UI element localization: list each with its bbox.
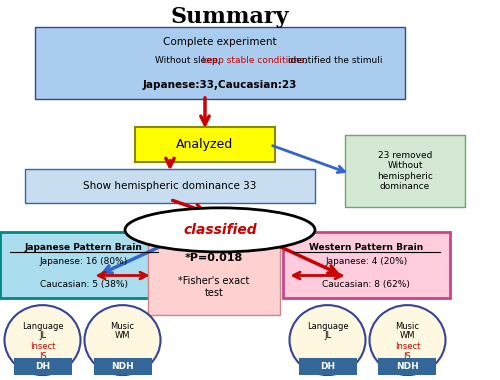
Text: Show hemispheric dominance 33: Show hemispheric dominance 33 bbox=[84, 181, 256, 191]
Text: Japanese Pattern Brain: Japanese Pattern Brain bbox=[25, 242, 142, 252]
FancyBboxPatch shape bbox=[25, 169, 315, 203]
Text: Insect: Insect bbox=[395, 342, 420, 352]
Text: IS: IS bbox=[404, 352, 411, 361]
Text: Music: Music bbox=[396, 322, 419, 331]
Text: Complete experiment: Complete experiment bbox=[163, 37, 277, 47]
FancyBboxPatch shape bbox=[345, 135, 465, 207]
Text: Analyzed: Analyzed bbox=[176, 138, 234, 151]
Text: DH: DH bbox=[35, 362, 50, 371]
Text: DH: DH bbox=[320, 362, 335, 371]
Ellipse shape bbox=[84, 305, 160, 375]
Text: Japanese: 16 (80%): Japanese: 16 (80%) bbox=[40, 257, 128, 266]
Text: Japanese: 4 (20%): Japanese: 4 (20%) bbox=[325, 257, 407, 266]
Text: IS: IS bbox=[38, 352, 46, 361]
Text: keep stable conditions,: keep stable conditions, bbox=[202, 56, 308, 65]
Text: Language: Language bbox=[306, 322, 348, 331]
FancyBboxPatch shape bbox=[378, 358, 436, 375]
Text: NDH: NDH bbox=[396, 362, 419, 371]
Text: 23 removed
Without
hemispheric
dominance: 23 removed Without hemispheric dominance bbox=[377, 151, 433, 191]
Text: JL: JL bbox=[39, 331, 46, 340]
Text: classified: classified bbox=[183, 223, 257, 237]
FancyBboxPatch shape bbox=[35, 27, 405, 99]
Ellipse shape bbox=[290, 305, 366, 375]
Ellipse shape bbox=[370, 305, 446, 375]
Text: Caucasian: 8 (62%): Caucasian: 8 (62%) bbox=[322, 280, 410, 290]
Text: WM: WM bbox=[400, 331, 415, 340]
Text: *P=0.018: *P=0.018 bbox=[184, 253, 243, 263]
FancyBboxPatch shape bbox=[0, 232, 168, 298]
Text: Language: Language bbox=[22, 322, 64, 331]
Text: Japanese:33,Caucasian:23: Japanese:33,Caucasian:23 bbox=[143, 81, 297, 90]
Text: Caucasian: 5 (38%): Caucasian: 5 (38%) bbox=[40, 280, 128, 290]
FancyBboxPatch shape bbox=[14, 358, 72, 375]
Ellipse shape bbox=[125, 208, 315, 252]
FancyBboxPatch shape bbox=[135, 127, 275, 162]
FancyBboxPatch shape bbox=[94, 358, 152, 375]
FancyBboxPatch shape bbox=[148, 234, 280, 315]
Text: WM: WM bbox=[115, 331, 130, 340]
FancyBboxPatch shape bbox=[298, 358, 356, 375]
Text: identified the stimuli: identified the stimuli bbox=[285, 56, 382, 65]
Ellipse shape bbox=[4, 305, 80, 375]
Text: Insect: Insect bbox=[30, 342, 55, 352]
Text: Summary: Summary bbox=[171, 6, 289, 28]
Text: Music: Music bbox=[110, 322, 134, 331]
Text: *Fisher's exact
test: *Fisher's exact test bbox=[178, 276, 250, 298]
Text: JL: JL bbox=[324, 331, 331, 340]
Text: Without sleep, keep stable conditions, identified the stimuli: Without sleep, keep stable conditions, i… bbox=[114, 56, 386, 65]
Text: Without sleep,: Without sleep, bbox=[155, 56, 223, 65]
FancyBboxPatch shape bbox=[282, 232, 450, 298]
Text: NDH: NDH bbox=[111, 362, 134, 371]
Text: Western Pattern Brain: Western Pattern Brain bbox=[309, 242, 424, 252]
